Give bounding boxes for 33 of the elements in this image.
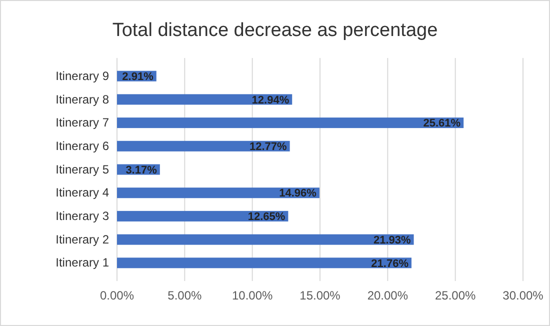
- data-label: 3.17%: [126, 164, 158, 176]
- y-tick-label: Itinerary 7: [56, 116, 110, 130]
- x-tick-label: 20.00%: [367, 288, 408, 303]
- bar: [117, 140, 290, 152]
- chart-title: Total distance decrease as percentage: [112, 20, 438, 41]
- data-label: 2.91%: [122, 70, 154, 83]
- y-tick-label: Itinerary 6: [56, 138, 110, 153]
- y-tick-label: Itinerary 3: [56, 209, 110, 224]
- data-label: 12.65%: [248, 211, 286, 224]
- data-label: 12.94%: [252, 94, 290, 106]
- y-tick-label: Itinerary 5: [56, 162, 110, 176]
- y-tick-label: Itinerary 9: [56, 68, 110, 83]
- bar: [117, 188, 320, 198]
- x-tick-label: 15.00%: [300, 288, 341, 303]
- bar: [117, 94, 292, 105]
- data-label: 21.76%: [371, 258, 409, 270]
- x-tick-label: 10.00%: [232, 288, 274, 303]
- y-tick-label: Itinerary 8: [56, 92, 110, 106]
- bar: [117, 258, 412, 268]
- x-tick-label: 0.00%: [100, 288, 134, 303]
- bar: [117, 118, 464, 128]
- bar: [117, 234, 414, 245]
- bar: [117, 210, 288, 222]
- y-tick-label: Itinerary 1: [56, 256, 110, 270]
- y-tick-label: Itinerary 4: [56, 186, 110, 200]
- data-label: 21.93%: [373, 234, 411, 246]
- data-label: 25.61%: [423, 118, 461, 130]
- data-label: 14.96%: [279, 188, 317, 200]
- x-tick-label: 30.00%: [502, 288, 544, 303]
- x-tick-label: 5.00%: [168, 288, 202, 303]
- data-label: 12.77%: [250, 141, 288, 153]
- x-tick-label: 25.00%: [434, 288, 476, 303]
- y-tick-label: Itinerary 2: [56, 232, 110, 246]
